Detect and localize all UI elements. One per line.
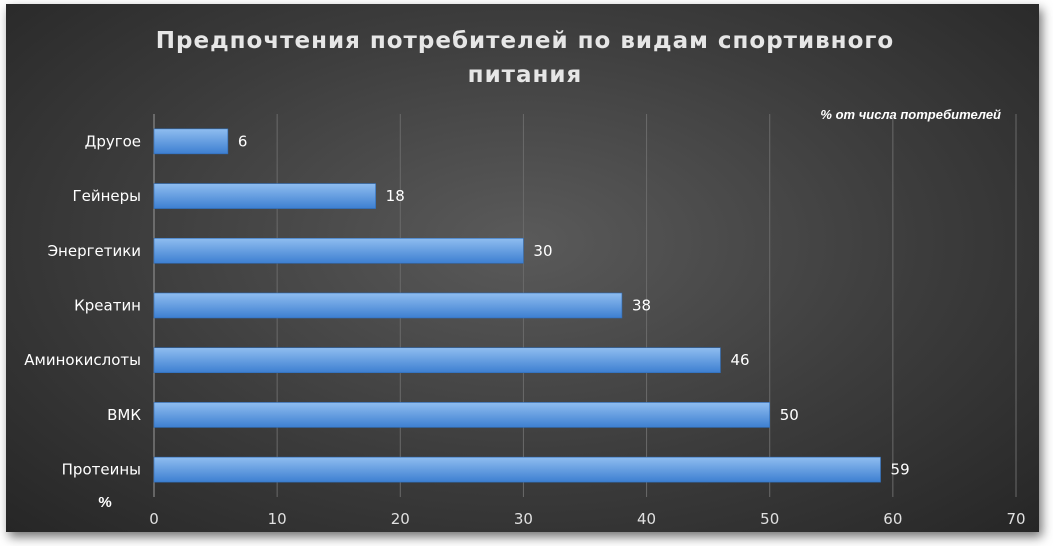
bar [153, 347, 721, 374]
data-label: 18 [386, 187, 405, 205]
labels: 0 10 20 30 40 50 60 70 Другое 6 Гейнеры 18 Энергетик… [24, 132, 1025, 528]
x-tick-label: 20 [391, 510, 410, 528]
bar [153, 456, 881, 483]
category-label: ВМК [107, 406, 141, 424]
data-label: 30 [533, 242, 552, 260]
category-label: Креатин [74, 297, 141, 315]
unit-note: % от числа потребителей [820, 107, 1001, 122]
category-label: Другое [85, 132, 141, 150]
category-label: Энергетики [48, 242, 141, 260]
bar-chart: Предпочтения потребителей по видам спорт… [24, 28, 1025, 528]
data-label: 38 [632, 297, 651, 315]
chart-title-line-1: Предпочтения потребителей по видам спорт… [156, 28, 894, 54]
data-label: 59 [891, 461, 910, 479]
category-label: Протеины [62, 461, 141, 479]
category-label: Аминокислоты [24, 351, 141, 369]
data-label: 50 [780, 406, 799, 424]
bars [153, 128, 881, 483]
chart-title-line-2: питания [468, 62, 583, 88]
chart-frame: Предпочтения потребителей по видам спорт… [6, 4, 1039, 532]
category-label: Гейнеры [72, 187, 141, 205]
x-tick-label: 40 [637, 510, 656, 528]
data-label: 46 [730, 351, 749, 369]
x-tick-label: 50 [760, 510, 779, 528]
data-label: 6 [238, 132, 248, 150]
bar [153, 183, 376, 209]
x-tick-label: 10 [268, 510, 287, 528]
x-tick-label: 60 [883, 510, 902, 528]
bar [153, 128, 229, 155]
x-tick-label: 0 [149, 510, 159, 528]
bar [153, 237, 524, 264]
bar [153, 402, 771, 428]
x-tick-label: 30 [514, 510, 533, 528]
x-tick-label: 70 [1006, 510, 1025, 528]
bar [153, 292, 623, 319]
y-axis-label: % [98, 494, 111, 511]
